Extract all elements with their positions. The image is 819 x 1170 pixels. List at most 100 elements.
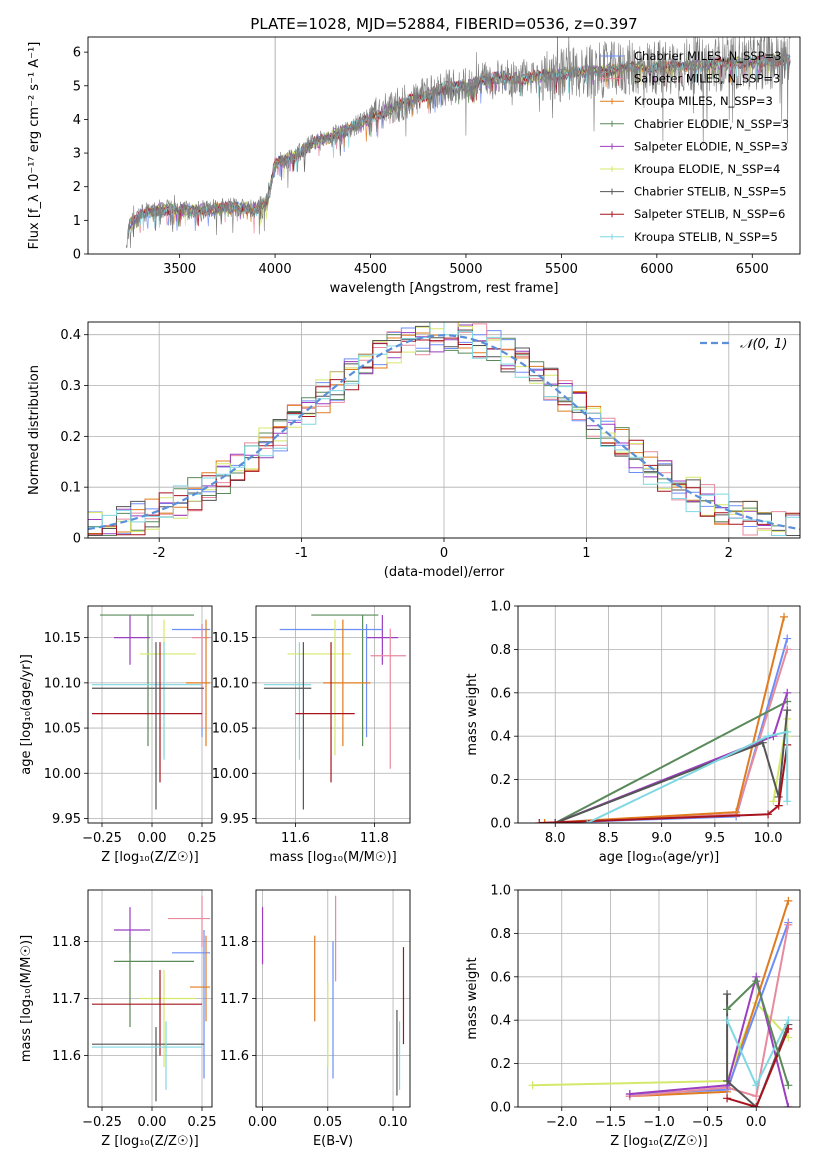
y-tick-label: 11.7 — [52, 992, 81, 1007]
age-vs-mass-frame — [255, 605, 411, 824]
mass-vs-Z-plot-area — [92, 895, 210, 1102]
y-tick-label: 3 — [73, 147, 81, 162]
mass-weight-marker — [784, 1081, 793, 1090]
spectrum-legend: Chabrier MILES, N_SSP=3 Salpeter MILES, N… — [600, 49, 789, 244]
mass-weight-line — [554, 700, 788, 823]
massweight-vs-Z-plot-area — [528, 896, 793, 1107]
y-axis-label: age [log₁₀(age/yr)] — [19, 654, 34, 775]
x-axis-label: Z [log₁₀(Z/Z☉)] — [610, 1134, 707, 1149]
x-tick-label: −0.25 — [82, 831, 122, 846]
x-tick-label: 8.5 — [598, 831, 619, 846]
y-axis-label: Flux [f_λ 10⁻¹⁷ erg cm⁻² s⁻¹ A⁻¹] — [27, 42, 42, 250]
y-tick-label: 0.0 — [490, 817, 511, 832]
y-tick-label: 11.6 — [220, 1049, 249, 1064]
y-tick-label: 0.6 — [490, 686, 511, 701]
mass-weight-marker — [784, 896, 793, 905]
y-tick-label: 5 — [73, 79, 81, 94]
x-axis-label: E(B-V) — [313, 1134, 353, 1149]
y-tick-label: 10.00 — [44, 767, 81, 782]
spectrum-frame — [87, 36, 801, 255]
y-tick-label: 0.0 — [490, 1101, 511, 1116]
massweight-vs-Z-frame — [517, 889, 801, 1108]
mass-weight-marker — [535, 819, 544, 823]
histogram-step-line — [88, 337, 800, 536]
x-tick-label: 9.5 — [705, 831, 726, 846]
x-axis-label: Z [log₁₀(Z/Z☉)] — [101, 1134, 198, 1149]
mass-vs-ebv-plot-area — [261, 895, 405, 1096]
mass-weight-marker — [723, 1076, 732, 1085]
y-tick-label: 0.4 — [60, 328, 81, 343]
y-tick-label: 11.8 — [52, 935, 81, 950]
histogram-step-line — [88, 322, 800, 536]
mass-weight-marker — [783, 688, 792, 697]
x-tick-label: 0.00 — [138, 831, 167, 846]
x-tick-label: 8.0 — [545, 831, 566, 846]
x-tick-label: -2 — [153, 546, 166, 561]
x-tick-label: 2 — [725, 546, 733, 561]
mass-weight-line — [629, 976, 790, 1107]
x-tick-label: 5000 — [449, 262, 482, 277]
mass-weight-line — [544, 638, 789, 823]
y-tick-label: 0.1 — [60, 481, 81, 496]
massweight-vs-age-frame — [517, 605, 801, 824]
mass-weight-marker — [625, 1089, 634, 1098]
legend-entry: Kroupa MILES, N_SSP=3 — [634, 94, 773, 108]
mass-weight-marker — [752, 1103, 761, 1107]
x-axis-label: mass [log₁₀(M/M☉)] — [269, 850, 396, 865]
x-tick-label: 6500 — [736, 262, 769, 277]
y-tick-label: 0.4 — [490, 1014, 511, 1029]
mass-vs-ebv-frame — [255, 889, 411, 1108]
y-tick-label: 11.6 — [52, 1049, 81, 1064]
mass-weight-line — [539, 744, 789, 823]
y-axis-label: mass weight — [465, 673, 480, 755]
y-tick-label: 0.4 — [490, 730, 511, 745]
mass-weight-marker — [752, 1081, 761, 1090]
y-tick-label: 0.3 — [60, 379, 81, 394]
legend-entry: Kroupa STELIB, N_SSP=5 — [634, 230, 778, 244]
mass-weight-marker — [783, 645, 792, 654]
y-tick-label: 0.2 — [60, 430, 81, 445]
legend-entry: Chabrier STELIB, N_SSP=5 — [634, 185, 786, 199]
y-tick-label: 9.95 — [220, 812, 249, 827]
x-tick-label: 9.0 — [651, 831, 672, 846]
normal-reference-curve — [88, 334, 800, 531]
residuals-legend: 𝒩(0, 1) — [700, 337, 787, 352]
mass-weight-marker — [758, 738, 767, 747]
mass-weight-marker — [783, 727, 792, 736]
legend-entry: Salpeter ELODIE, N_SSP=3 — [634, 139, 788, 153]
y-tick-label: 0.2 — [490, 773, 511, 788]
x-tick-label: 0.10 — [379, 1115, 408, 1130]
observed-spectrum-line — [125, 37, 791, 249]
x-tick-label: 0.00 — [248, 1115, 277, 1130]
age-vs-mass-plot-area — [263, 614, 407, 810]
mass-weight-marker — [723, 1094, 732, 1103]
mass-weight-line — [726, 1028, 790, 1107]
spectrum-axes: 3500 4000 4500 5000 5500 6000 6500 0 1 2 3 4 5 6 wavel… — [27, 15, 769, 296]
y-axis-label: mass weight — [465, 957, 480, 1039]
y-tick-label: 0 — [73, 248, 81, 263]
age-vs-Z-axes: −0.25 0.00 0.25 9.95 10.00 10.05 10.10 10.15 Z [… — [19, 606, 216, 865]
x-tick-label: 0.25 — [188, 1115, 217, 1130]
mass-weight-marker — [784, 1024, 793, 1033]
mass-weight-marker — [723, 990, 732, 999]
mass-weight-marker — [783, 634, 792, 643]
x-tick-label: 3500 — [163, 262, 196, 277]
legend-entry: Kroupa ELODIE, N_SSP=4 — [634, 162, 780, 176]
histogram-step-line — [88, 322, 800, 536]
chart-title: PLATE=1028, MJD=52884, FIBERID=0536, z=0… — [250, 15, 637, 33]
y-tick-label: 4 — [73, 113, 81, 128]
x-tick-label: −1.5 — [595, 1115, 627, 1130]
x-axis-label: Z [log₁₀(Z/Z☉)] — [101, 850, 198, 865]
x-tick-label: 4500 — [354, 262, 387, 277]
y-tick-label: 11.8 — [220, 935, 249, 950]
massweight-vs-age-axes: 8.0 8.5 9.0 9.5 10.0 0.0 0.2 0.4 0.6 0.8 1.0 age [l… — [465, 600, 800, 865]
y-tick-label: 9.95 — [52, 812, 81, 827]
massweight-vs-Z-axes: −2.0 −1.5 −1.0 −0.5 0.0 0.0 0.2 0.4 0.6 0.8 1.0 Z [… — [465, 884, 800, 1149]
mass-weight-marker — [551, 819, 560, 823]
y-tick-label: 11.7 — [220, 992, 249, 1007]
x-tick-label: 11.6 — [281, 831, 310, 846]
age-vs-Z-frame — [87, 605, 213, 824]
mass-weight-line — [629, 924, 790, 1098]
x-tick-label: 0 — [440, 546, 448, 561]
